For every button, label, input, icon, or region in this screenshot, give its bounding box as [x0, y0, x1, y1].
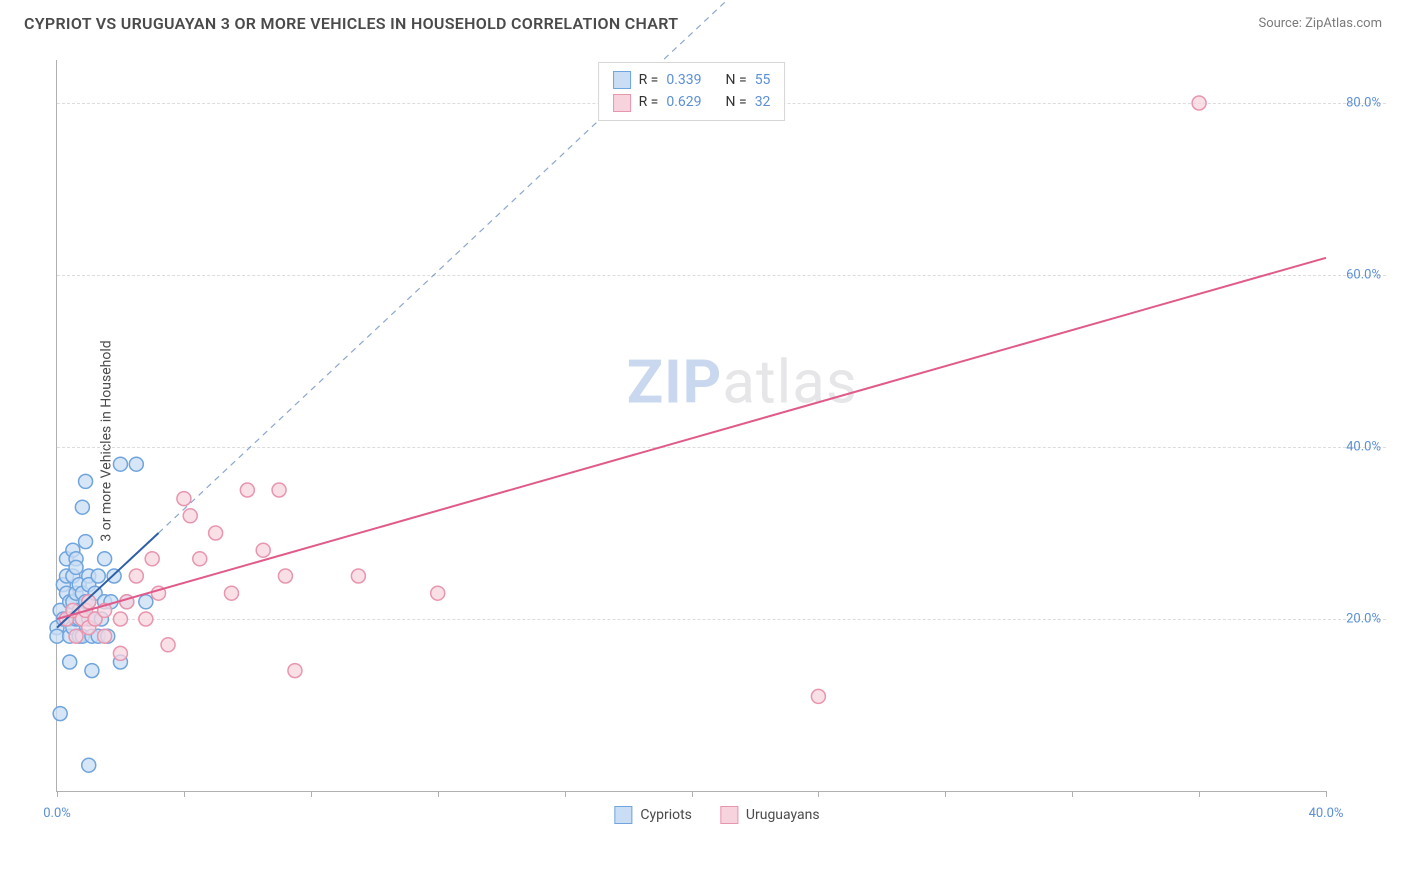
data-point [113, 612, 127, 626]
scatter-svg [57, 60, 1326, 791]
x-tick [438, 791, 439, 797]
legend-item-uruguayans: Uruguayans [720, 806, 820, 824]
data-point [183, 509, 197, 523]
x-tick [1326, 791, 1327, 797]
r-value: 0.629 [666, 91, 701, 113]
data-point [63, 655, 77, 669]
x-tick-label: 40.0% [1309, 806, 1344, 821]
swatch-uruguayans [613, 94, 631, 112]
data-point [811, 689, 825, 703]
r-label: R = [639, 91, 659, 113]
data-point [161, 638, 175, 652]
data-point [98, 629, 112, 643]
x-tick [818, 791, 819, 797]
swatch-uruguayans [720, 806, 738, 824]
y-tick-label: 40.0% [1346, 440, 1381, 455]
data-point [351, 569, 365, 583]
data-point [91, 569, 105, 583]
source-attribution: Source: ZipAtlas.com [1258, 16, 1382, 31]
data-point [69, 629, 83, 643]
legend-row-cypriots: R = 0.339 N = 55 [613, 69, 771, 91]
legend-row-uruguayans: R = 0.629 N = 32 [613, 91, 771, 113]
x-tick [1199, 791, 1200, 797]
n-label: N = [726, 91, 747, 113]
plot-container: 3 or more Vehicles in Household ZIPatlas… [48, 50, 1386, 832]
x-tick [692, 791, 693, 797]
swatch-cypriots [614, 806, 632, 824]
r-value: 0.339 [666, 69, 701, 91]
plot-area: ZIPatlas R = 0.339 N = 55 R = 0.629 N = … [56, 60, 1326, 792]
data-point [193, 552, 207, 566]
legend-item-cypriots: Cypriots [614, 806, 692, 824]
data-point [209, 526, 223, 540]
data-point [177, 492, 191, 506]
data-point [69, 560, 83, 574]
chart-title: CYPRIOT VS URUGUAYAN 3 OR MORE VEHICLES … [24, 14, 678, 33]
data-point [129, 457, 143, 471]
n-value: 32 [755, 91, 771, 113]
data-point [82, 758, 96, 772]
x-tick [57, 791, 58, 797]
series-legend: Cypriots Uruguayans [614, 806, 819, 824]
x-tick [184, 791, 185, 797]
data-point [79, 535, 93, 549]
data-point [288, 664, 302, 678]
x-tick [311, 791, 312, 797]
y-tick-label: 60.0% [1346, 268, 1381, 283]
data-point [129, 569, 143, 583]
data-point [139, 595, 153, 609]
data-point [224, 586, 238, 600]
x-tick [565, 791, 566, 797]
data-point [256, 543, 270, 557]
data-point [113, 646, 127, 660]
data-point [145, 552, 159, 566]
data-point [431, 586, 445, 600]
data-point [139, 612, 153, 626]
data-point [240, 483, 254, 497]
data-point [272, 483, 286, 497]
x-tick [945, 791, 946, 797]
legend-label: Uruguayans [746, 807, 820, 823]
n-value: 55 [755, 69, 771, 91]
swatch-cypriots [613, 71, 631, 89]
data-point [1192, 96, 1206, 110]
r-label: R = [639, 69, 659, 91]
correlation-legend: R = 0.339 N = 55 R = 0.629 N = 32 [598, 62, 786, 121]
chart-header: CYPRIOT VS URUGUAYAN 3 OR MORE VEHICLES … [0, 0, 1406, 41]
x-tick-label: 0.0% [43, 806, 71, 821]
data-point [75, 500, 89, 514]
trend-line [57, 258, 1326, 619]
data-point [278, 569, 292, 583]
data-point [113, 457, 127, 471]
n-label: N = [726, 69, 747, 91]
data-point [85, 664, 99, 678]
data-point [98, 552, 112, 566]
data-point [50, 629, 64, 643]
y-tick-label: 20.0% [1346, 612, 1381, 627]
y-tick-label: 80.0% [1346, 96, 1381, 111]
legend-label: Cypriots [640, 807, 692, 823]
data-point [79, 474, 93, 488]
data-point [53, 707, 67, 721]
x-tick [1072, 791, 1073, 797]
